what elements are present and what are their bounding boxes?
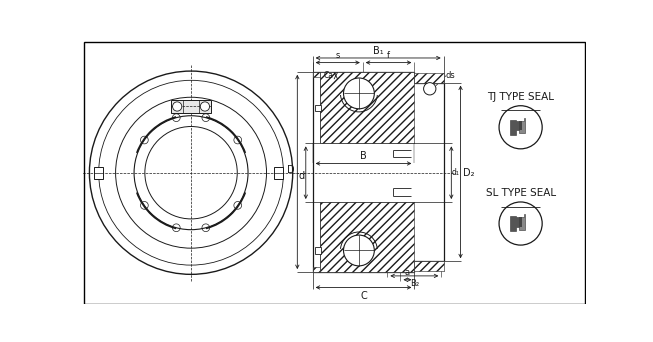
Bar (313, 72, 321, 77)
Text: C: C (360, 290, 367, 301)
Text: a: a (405, 268, 410, 277)
Text: ds: ds (446, 71, 456, 80)
Text: B₁: B₁ (373, 46, 383, 56)
Circle shape (343, 78, 374, 109)
Bar (171, 100, 211, 114)
Circle shape (499, 202, 542, 245)
Text: D: D (287, 165, 295, 175)
Circle shape (172, 102, 182, 111)
Circle shape (146, 127, 236, 218)
Bar (321, 72, 415, 143)
Text: f: f (387, 51, 390, 60)
Text: D₂: D₂ (463, 168, 474, 178)
Bar (313, 267, 321, 272)
Polygon shape (519, 118, 525, 133)
Polygon shape (510, 216, 519, 231)
Circle shape (343, 235, 374, 266)
Bar (315, 105, 321, 111)
Polygon shape (510, 120, 519, 135)
Bar (274, 167, 283, 179)
Polygon shape (519, 121, 522, 130)
Bar (315, 247, 321, 253)
Bar (321, 202, 415, 272)
Circle shape (424, 83, 436, 95)
Text: B₂: B₂ (410, 279, 419, 288)
Text: SL TYPE SEAL: SL TYPE SEAL (486, 188, 556, 198)
Bar (94, 167, 103, 179)
Polygon shape (519, 218, 522, 227)
Text: B: B (360, 151, 367, 161)
Polygon shape (519, 214, 525, 230)
Bar (415, 261, 443, 271)
Bar (415, 73, 443, 83)
Text: Ca: Ca (323, 71, 334, 80)
Text: TJ TYPE SEAL: TJ TYPE SEAL (487, 92, 554, 102)
Circle shape (200, 102, 210, 111)
Text: s: s (336, 51, 340, 60)
Text: d: d (298, 171, 304, 181)
Circle shape (499, 106, 542, 149)
Text: d₁: d₁ (452, 168, 460, 177)
